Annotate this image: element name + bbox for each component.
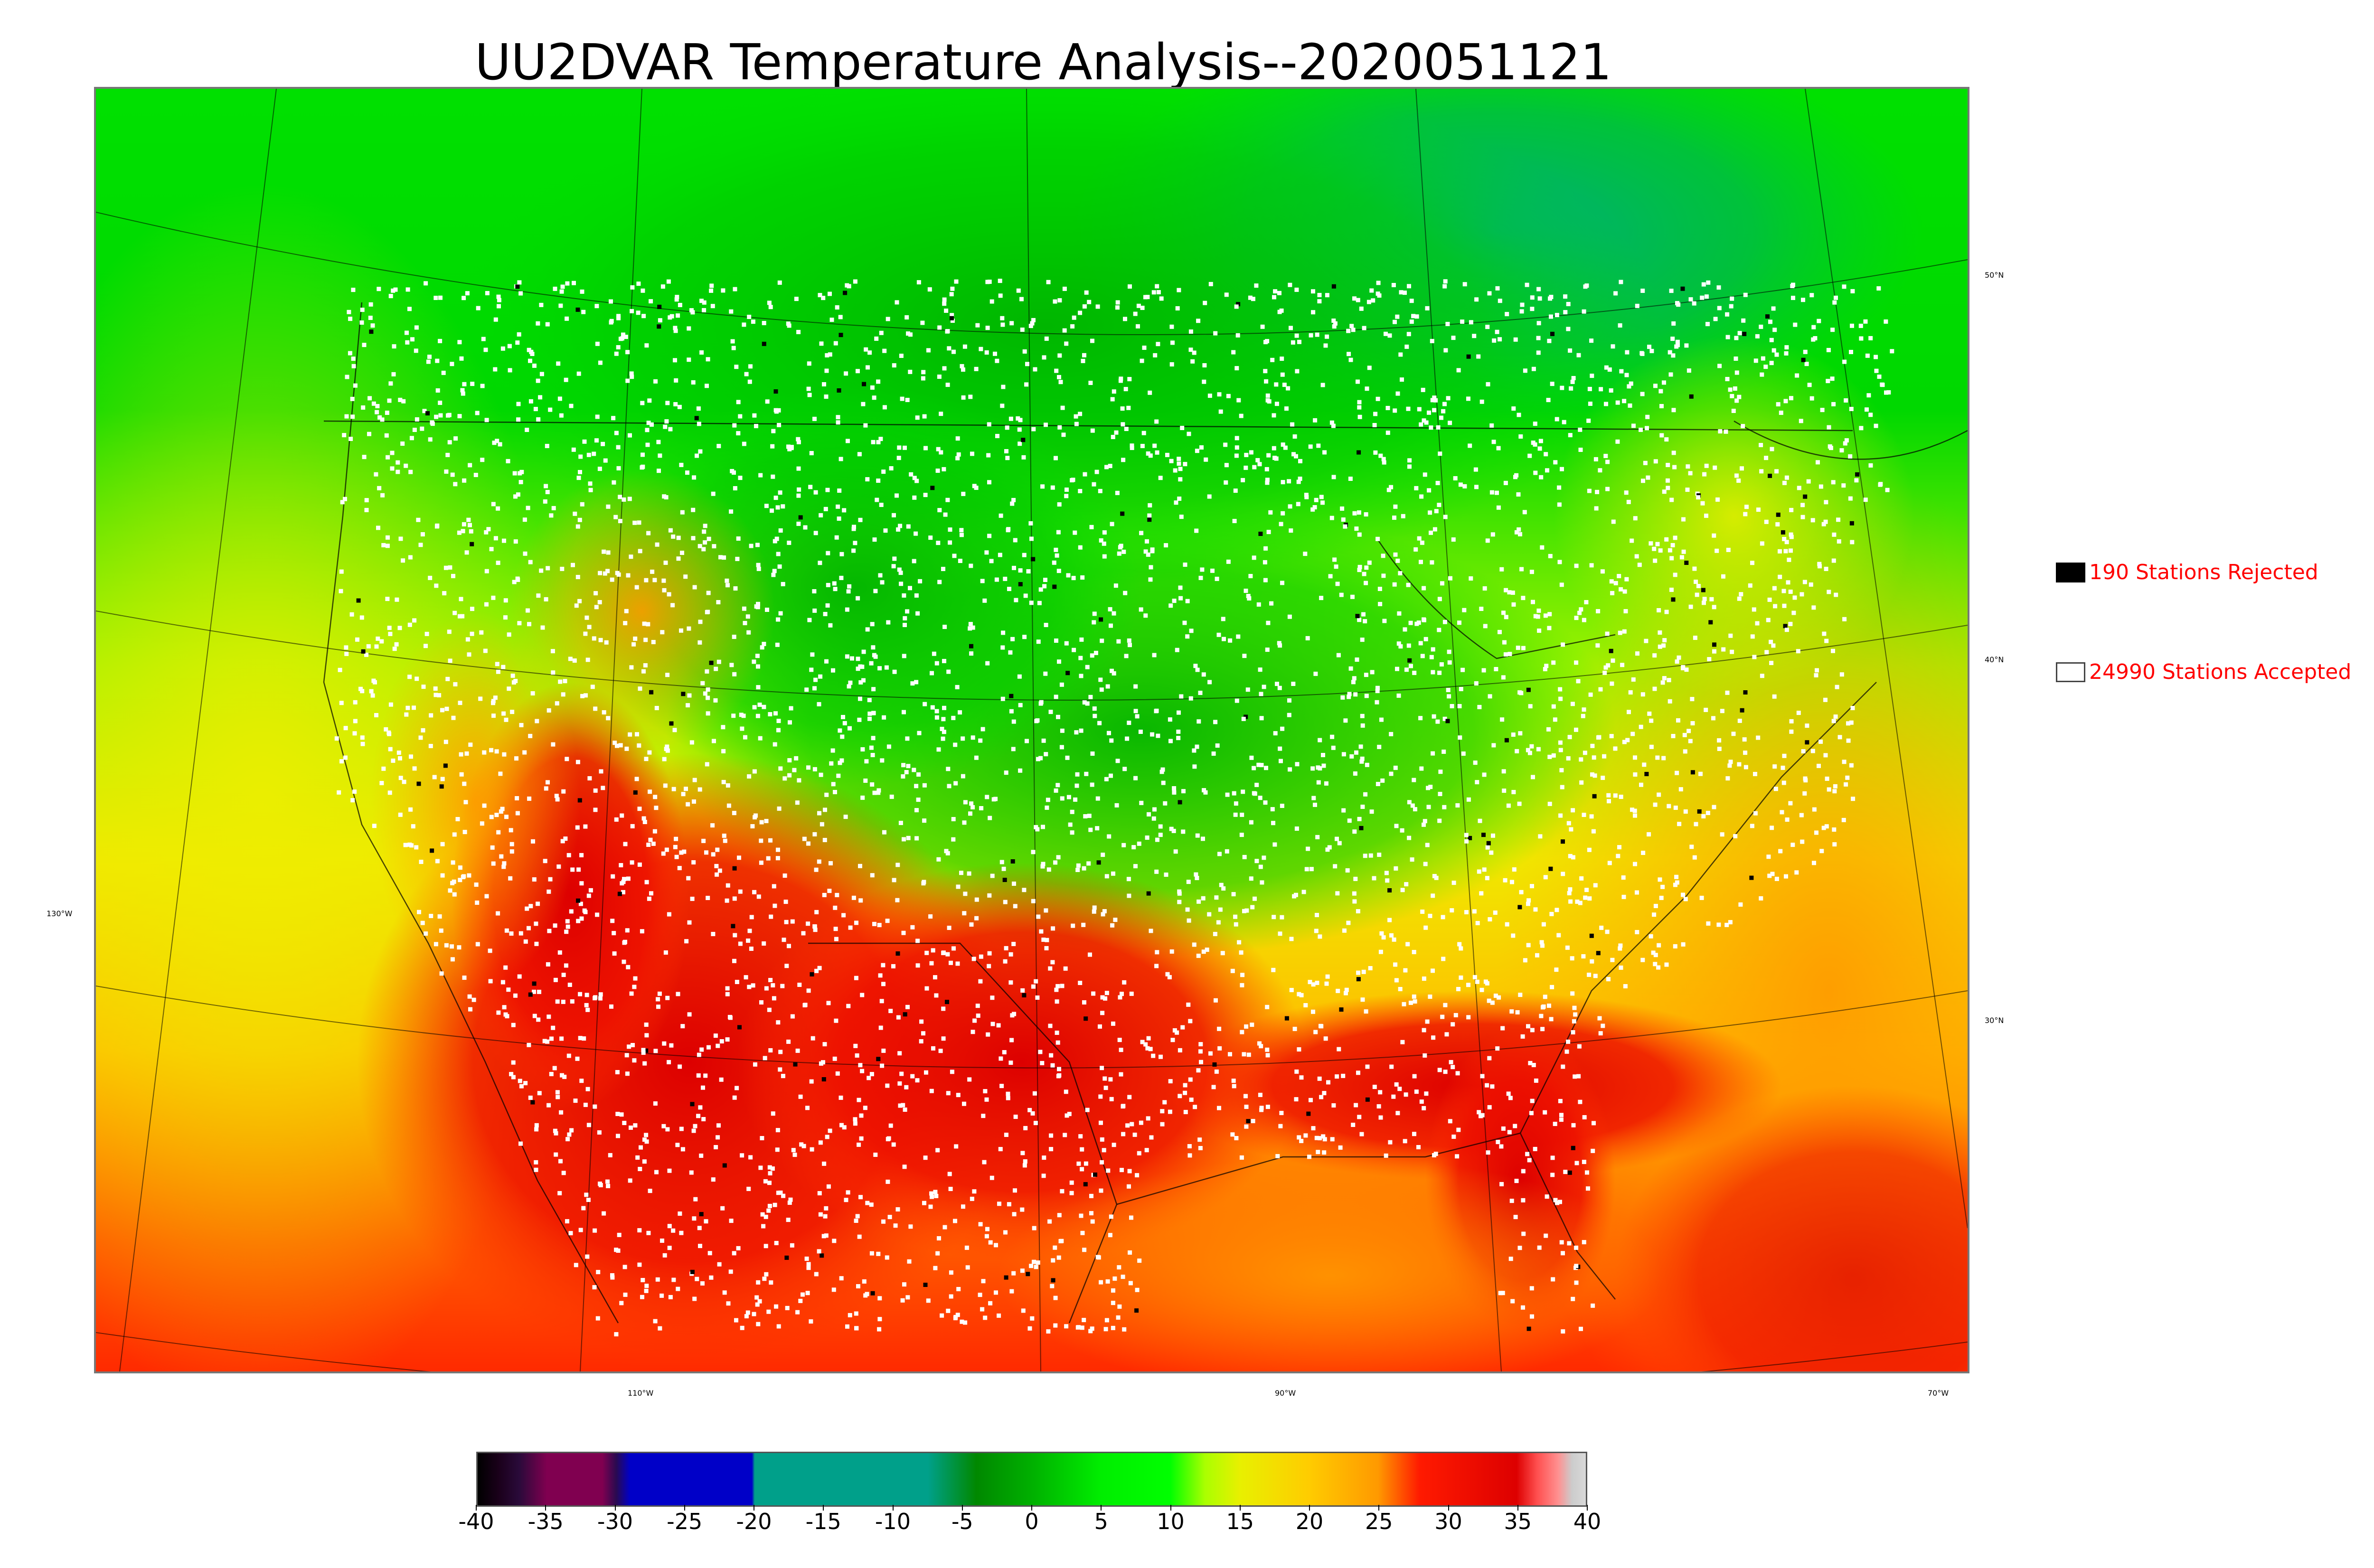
legend-accepted: 24990 Stations Accepted xyxy=(2056,660,2351,684)
colorbar-tick xyxy=(476,1505,477,1511)
colorbar-tick xyxy=(1309,1505,1310,1511)
legend-rejected: 190 Stations Rejected xyxy=(2056,560,2318,584)
accepted-label: 24990 Stations Accepted xyxy=(2089,660,2352,684)
temperature-field xyxy=(96,89,1968,1371)
lat-label-50n: 50°N xyxy=(1985,271,2004,280)
lon-label-110w: 110°W xyxy=(628,1389,654,1398)
colorbar-tick xyxy=(1587,1505,1588,1511)
colorbar-tick-label: 15 xyxy=(1226,1509,1254,1534)
colorbar-tick-label: -20 xyxy=(736,1509,772,1534)
colorbar-tick xyxy=(961,1505,963,1511)
colorbar-tick-label: -10 xyxy=(875,1509,911,1534)
rejected-swatch xyxy=(2056,562,2085,582)
colorbar-tick-label: -30 xyxy=(597,1509,633,1534)
colorbar-tick-label: 20 xyxy=(1295,1509,1324,1534)
colorbar-tick-label: 5 xyxy=(1094,1509,1108,1534)
lon-label-70w: 70°W xyxy=(1928,1389,1949,1398)
colorbar-tick xyxy=(1239,1505,1241,1511)
lat-label-30n: 30°N xyxy=(1985,1016,2004,1025)
colorbar-tick-label: 35 xyxy=(1504,1509,1532,1534)
rejected-label: 190 Stations Rejected xyxy=(2089,560,2318,584)
colorbar-tick xyxy=(545,1505,546,1511)
colorbar-tick-label: 0 xyxy=(1025,1509,1039,1534)
colorbar-tick-label: 30 xyxy=(1434,1509,1462,1534)
lat-label-40n: 40°N xyxy=(1985,655,2004,664)
map-title: UU2DVAR Temperature Analysis--2020051121 xyxy=(475,33,1612,91)
colorbar-tick xyxy=(1448,1505,1449,1511)
colorbar-tick-label: 10 xyxy=(1157,1509,1185,1534)
colorbar-tick xyxy=(892,1505,894,1511)
colorbar-tick-label: -15 xyxy=(805,1509,841,1534)
station-marker-group xyxy=(334,279,1894,1337)
colorbar-tick-label: -25 xyxy=(667,1509,703,1534)
colorbar-tick-label: 25 xyxy=(1365,1509,1393,1534)
colorbar-tick xyxy=(1517,1505,1518,1511)
accepted-swatch xyxy=(2056,662,2085,682)
colorbar-tick xyxy=(1378,1505,1380,1511)
colorbar-tick xyxy=(614,1505,616,1511)
lon-label-90w: 90°W xyxy=(1275,1389,1296,1398)
colorbar-tick xyxy=(823,1505,824,1511)
colorbar-tick-label: 40 xyxy=(1573,1509,1602,1534)
colorbar-tick-label: -5 xyxy=(951,1509,973,1534)
colorbar xyxy=(476,1452,1587,1507)
colorbar-tick xyxy=(1170,1505,1171,1511)
colorbar-tick xyxy=(1101,1505,1102,1511)
colorbar-tick xyxy=(684,1505,685,1511)
lon-label-130w: 130°W xyxy=(47,909,73,918)
colorbar-tick-label: -35 xyxy=(528,1509,564,1534)
colorbar-tick xyxy=(1031,1505,1032,1511)
colorbar-tick-label: -40 xyxy=(458,1509,494,1534)
temperature-map xyxy=(94,87,1969,1373)
station-markers xyxy=(334,279,1894,1337)
